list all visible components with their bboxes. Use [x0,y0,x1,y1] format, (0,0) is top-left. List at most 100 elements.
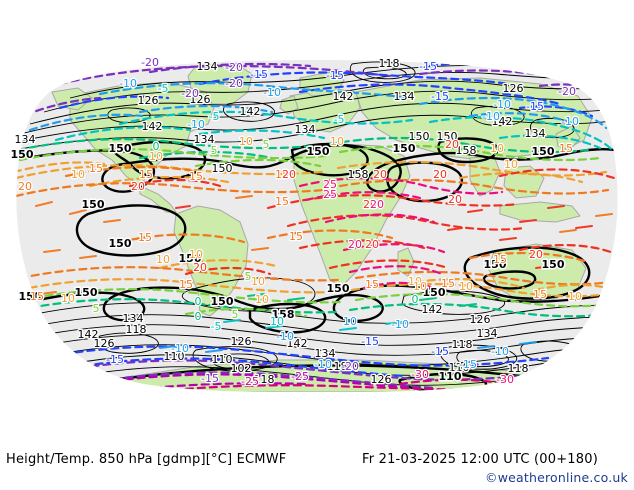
temperature-contour-label: 5 [263,138,270,151]
temperature-contour-label: -20 [225,61,243,74]
height-contour-label: 142 [333,90,354,103]
temperature-contour-label: 10 [568,290,582,303]
temperature-contour-label: 15 [441,277,455,290]
height-contour-label: 134 [123,312,144,325]
temperature-contour-label: -5 [158,82,169,95]
temperature-contour-label: 10 [490,142,504,155]
temperature-contour-label: 15 [30,290,44,303]
temperature-contour-label: -20 [225,77,243,90]
height-contour-label: 142 [287,337,308,350]
height-contour-label: 150 [211,295,234,308]
temperature-contour-label: -10 [119,77,137,90]
temperature-contour-label: -5 [211,320,222,333]
temperature-contour-label: 20 [370,198,384,211]
height-contour-label: 118 [379,57,400,70]
temperature-contour-label: -15 [326,69,344,82]
temperature-labels: -20 -20 -15 -15 -15 -20 -10 -5 -20 -10 -15 -20 -10 -1… [17,55,583,389]
height-contour-label: 150 [109,237,132,250]
temperature-contour-label: 20 [18,180,32,193]
height-contour-label: 102 [231,362,252,375]
temperature-contour-label: -15 [250,68,268,81]
isotherm-minus20-south [54,359,558,390]
height-contour-label: 110 [439,370,462,383]
height-contour-label: 126 [371,373,392,386]
temperature-contour-label: 10 [270,315,284,328]
temperature-contour-label: -20 [558,85,576,98]
height-contour-label: 158 [456,144,477,157]
temperature-contour-label: 15 [493,253,507,266]
temperature-contour-label: 25 [323,188,337,201]
temperature-contour-label: 20 [529,248,543,261]
temperature-contour-label: 15 [365,278,379,291]
height-contour-label: 134 [197,60,218,73]
height-contour-label: 118 [508,362,529,375]
copyright-label[interactable]: ©weatheronline.co.uk [485,470,628,485]
temperature-contour-label: 15 [89,162,103,175]
isotherm-zero [16,136,618,318]
temperature-contour-label: 20 [282,168,296,181]
temperature-contour-label: 0 [412,293,419,306]
temperature-contour-label: 20 [131,180,145,193]
temperature-contour-label: -15 [431,90,449,103]
height-contour-label: 126 [190,93,211,106]
height-contour-label: 150 [179,252,202,265]
temperature-contour-label: -10 [491,345,509,358]
height-contour-label: 150 [532,145,555,158]
height-contour-label: 150 [307,145,330,158]
temperature-contour-label: -20 [181,87,199,100]
height-contour-label: 110 [164,350,185,363]
height-contour-label: 142 [422,303,443,316]
height-contour-label: 158 [348,168,369,181]
temperature-contour-label: -15 [459,358,477,371]
height-contour-label: 150 [409,130,430,143]
temperature-contour-label: -5 [209,110,220,123]
height-contour-label: 134 [525,127,546,140]
temperature-contour-label: 10 [504,158,518,171]
temperature-contour-label: 15 [179,278,193,291]
isotherm-texture [35,195,613,353]
temperature-contour-label: 10 [156,253,170,266]
temperature-contour-label: -20 [141,56,159,69]
caption-bar: Height/Temp. 850 hPa [gdmp][°C] ECMWF Fr… [0,440,634,490]
temperature-contour-label: 0 [195,310,202,323]
map-content [16,61,618,393]
map-container[interactable]: 134 118 126 126 126 142 134 142 142 142 134 134 134 1… [0,0,634,440]
temperature-contour-label: -30 [496,373,514,386]
height-contour-label: 134 [315,347,336,360]
temperature-contour-label: 0 [195,295,202,308]
height-contour-label: 110 [212,353,233,366]
temperature-contour-label: 15 [139,168,153,181]
temperature-contour-label: 15 [275,168,289,181]
height-contour-label: 126 [231,335,252,348]
temperature-contour-label: -15 [419,60,437,73]
temperature-contour-label: -25 [241,375,259,388]
height-contour-label: 134 [295,123,316,136]
temperature-contour-label: 10 [459,280,473,293]
land-japan [555,125,581,151]
temperature-contour-label: 25 [323,178,337,191]
temperature-contour-label: 10 [255,293,269,306]
height-contour-label: 126 [138,94,159,107]
temperature-contour-label: -10 [493,98,511,111]
height-contour-label: 150 [542,258,565,271]
isotherm-minus25-south [88,373,440,392]
height-contour-label: 150 [109,142,132,155]
temperature-contour-label: 20 [373,168,387,181]
temperature-contour-label: 10 [239,135,253,148]
isotherm-minus10 [28,82,608,132]
height-contour-label: 134 [15,133,36,146]
temperature-contour-label: -15 [526,100,544,113]
height-contour-label: 118 [126,323,147,336]
temperature-contour-label: 0 [153,140,160,153]
temperature-contour-label: 20 [445,138,459,151]
height-contour-label: 134 [194,133,215,146]
temperature-contour-label: 10 [149,150,163,163]
height-contour-label: 142 [78,328,99,341]
height-contour-label: 150 [327,282,350,295]
temperature-contour-label: 15 [559,142,573,155]
temperature-contour-label: -15 [106,353,124,366]
height-contour-label: 142 [142,120,163,133]
temperature-contour-label: -20 [341,360,359,373]
